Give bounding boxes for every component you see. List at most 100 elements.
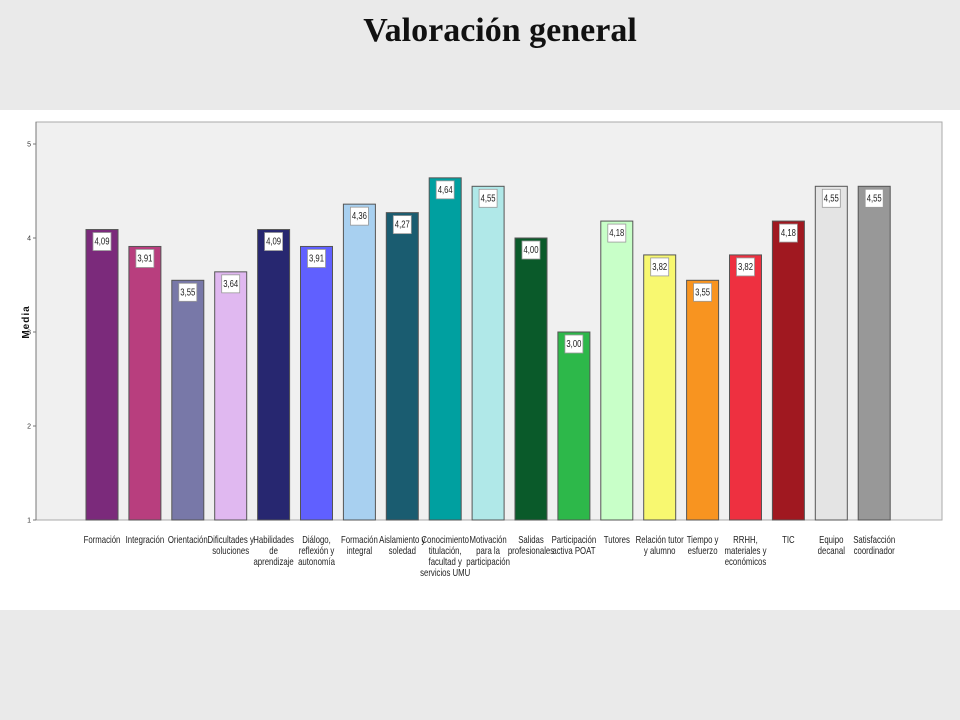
bar	[557, 331, 591, 521]
chart-panel: Media 1 2 3 4 5 4,09 3,91 3,55 3,64 4,09 3,91 4,36…	[0, 110, 960, 610]
data-label-box	[135, 249, 155, 268]
category-label-line: Habilidades	[253, 534, 294, 545]
bar	[128, 245, 162, 521]
bar	[342, 203, 376, 521]
category-label-line: reflexión y	[299, 545, 335, 556]
data-label: 3,55	[695, 287, 710, 298]
data-label-box	[821, 188, 841, 208]
category-label-line: RRHH,	[733, 534, 758, 545]
category-label: Satisfacción coordinador	[853, 534, 895, 556]
category-label-line: servicios UMU	[420, 567, 470, 578]
data-label-box	[221, 274, 241, 294]
category-label-line: Satisfacción	[853, 534, 895, 545]
category-label-line: integral	[347, 545, 373, 556]
category-label: Formación integral	[341, 534, 378, 556]
data-label: 4,55	[824, 193, 839, 204]
data-label: 3,55	[180, 287, 195, 298]
data-label: 3,82	[652, 262, 667, 273]
category-label: Formación	[84, 534, 121, 545]
category-label-line: Conocimiento	[421, 534, 469, 545]
category-label-line: Participación	[552, 534, 597, 545]
bar	[643, 254, 677, 521]
y-tick-label: 2	[27, 424, 31, 431]
bar	[428, 177, 462, 521]
bar	[771, 220, 805, 521]
bar	[686, 279, 720, 521]
data-label-box	[349, 206, 369, 226]
category-label-line: materiales y	[725, 545, 767, 556]
data-label: 4,09	[266, 237, 281, 248]
data-label: 4,36	[352, 211, 367, 222]
data-label-box	[178, 282, 198, 302]
page-title: Valoración general	[363, 12, 637, 49]
category-label-line: económicos	[725, 556, 767, 567]
category-label-line: y alumno	[644, 545, 676, 556]
data-label: 3,91	[309, 253, 324, 264]
data-label-box	[779, 223, 798, 243]
category-label: Orientación	[168, 534, 208, 545]
category-label-line: Equipo	[819, 534, 843, 545]
data-label: 4,18	[609, 228, 624, 239]
category-label: RRHH, materiales y económicos	[725, 534, 767, 567]
category-label-line: coordinador	[854, 545, 895, 556]
category-label: Equipo decanal	[818, 534, 845, 556]
bar	[300, 245, 333, 521]
data-label-box	[264, 232, 284, 251]
category-label-line: soluciones	[212, 545, 249, 556]
data-label-box	[435, 180, 455, 200]
category-label-line: para la	[476, 545, 500, 556]
category-label-line: Relación tutor	[636, 534, 684, 545]
category-label-line: Dificultades y	[208, 534, 255, 545]
data-label-box	[521, 240, 541, 260]
data-label-box	[307, 249, 326, 268]
category-labels: Formación Integración Orientación Dificulta…	[84, 534, 896, 578]
bar	[857, 185, 891, 521]
data-label: 4,09	[95, 237, 110, 248]
category-label-line: profesionales	[508, 545, 555, 556]
category-label: Dificultades y soluciones	[208, 534, 255, 556]
data-label: 3,82	[738, 262, 753, 273]
data-label-box	[736, 257, 755, 277]
category-label: Motivación para la participación	[466, 534, 510, 567]
data-label-box	[607, 223, 627, 243]
data-label: 4,18	[781, 228, 796, 239]
category-label-line: Tiempo y	[687, 534, 719, 545]
bar	[514, 237, 548, 521]
data-label: 3,64	[223, 279, 238, 290]
category-label: TIC	[782, 534, 795, 545]
category-label: Conocimiento titulación, facultad y servici…	[420, 534, 470, 578]
category-label-line: Aislamiento y	[379, 534, 426, 545]
data-label: 4,55	[867, 193, 882, 204]
bar	[171, 279, 205, 521]
data-label-box	[650, 257, 670, 277]
data-label-box	[392, 215, 412, 235]
data-label-box	[693, 282, 712, 302]
data-label: 4,55	[481, 193, 496, 204]
category-label-line: Integración	[126, 534, 165, 545]
category-label-line: esfuerzo	[688, 545, 718, 556]
y-tick-label: 4	[27, 236, 31, 243]
category-label-line: Formación	[341, 534, 378, 545]
data-label: 3,91	[137, 253, 152, 264]
data-labels: 4,09 3,91 3,55 3,64 4,09 3,91 4,36 4,27 4,64 4,55…	[92, 180, 884, 354]
category-label-line: Salidas	[518, 534, 544, 545]
bar	[385, 212, 419, 521]
category-label-line: Diálogo,	[302, 534, 331, 545]
bar-chart: Media 1 2 3 4 5 4,09 3,91 3,55 3,64 4,09 3,91 4,36…	[21, 121, 943, 578]
y-tick-label: 3	[27, 330, 31, 337]
category-label: Aislamiento y soledad	[379, 534, 426, 556]
category-label-line: decanal	[818, 545, 845, 556]
category-label: Tutores	[604, 534, 631, 545]
category-label: Relación tutor y alumno	[636, 534, 684, 556]
category-label-line: activa POAT	[552, 545, 596, 556]
y-tick-label: 5	[27, 142, 31, 149]
category-label-line: Formación	[84, 534, 121, 545]
category-label-line: soledad	[389, 545, 416, 556]
data-label-box	[864, 188, 884, 208]
data-label: 4,64	[438, 185, 453, 196]
y-tick-label: 1	[27, 518, 31, 525]
data-label: 4,27	[395, 220, 410, 231]
data-label: 3,00	[566, 339, 581, 350]
y-ticks: 1 2 3 4 5	[27, 142, 36, 525]
category-label: Salidas profesionales	[508, 534, 555, 556]
